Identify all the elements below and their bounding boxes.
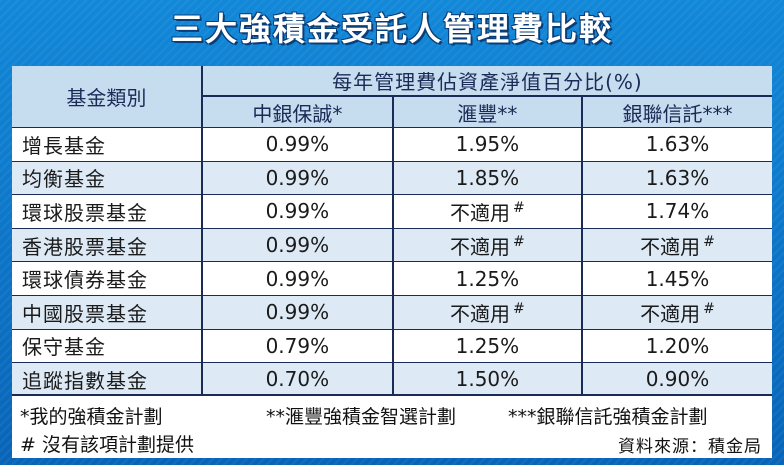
fee-value: 1.25% (455, 266, 520, 291)
fee-row: 環球股票基金 0.99% 不適用 #1.74% (12, 194, 772, 229)
fee-value: 1.20% (645, 333, 710, 358)
fee-value-cell: 0.99% (201, 160, 393, 195)
fee-value: 0.99% (265, 132, 330, 157)
fee-row: 增長基金 0.99% 1.95% 1.63% (12, 127, 772, 162)
fee-value: 不適用 (450, 234, 511, 259)
fee-group-header: 每年管理費佔資產淨值百分比(%) (201, 66, 772, 97)
fee-value: 0.99% (265, 266, 330, 291)
fee-value: 不適用 (450, 200, 511, 225)
fee-value-cell: 不適用 # (391, 194, 583, 229)
fee-row: 保守基金 0.79% 1.25% 1.20% (12, 328, 772, 363)
fund-category-cell: 保守基金 (12, 328, 203, 363)
footnote-row: # 沒有該項計劃提供 資料來源：積金局 (20, 430, 764, 457)
fee-row: 中國股票基金 0.99% 不適用 # 不適用 # (12, 294, 772, 330)
fee-value-cell: 1.63% (581, 127, 772, 162)
not-applicable-mark: # (703, 233, 715, 250)
not-applicable-mark: # (513, 233, 525, 250)
fee-value: 1.95% (455, 132, 520, 157)
not-applicable-mark: # (513, 301, 525, 318)
footnotes: *我的強積金計劃 **滙豐強積金智選計劃 ***銀聯信託強積金計劃 # 沒有該項… (12, 394, 772, 458)
fee-value: 0.99% (265, 300, 330, 325)
fund-category-cell: 中國股票基金 (12, 294, 203, 330)
category-column-header: 基金類別 (12, 66, 203, 128)
fee-value: 1.85% (455, 165, 520, 190)
fee-value-cell: 不適用 # (581, 294, 772, 330)
fee-value: 1.45% (645, 266, 710, 291)
fee-value-cell: 0.90% (581, 362, 772, 396)
fee-value: 1.50% (455, 367, 520, 392)
fee-value-cell: 0.99% (201, 194, 393, 229)
fee-value-cell: 0.99% (201, 227, 393, 262)
fee-value-cell: 0.70% (201, 362, 393, 396)
fee-value: 0.70% (265, 367, 330, 392)
footnote-triple-asterisk: ***銀聯信託強積金計劃 (508, 406, 708, 428)
fee-value-cell: 1.50% (391, 362, 583, 396)
data-source: 資料來源：積金局 (618, 437, 762, 457)
fee-value: 0.99% (265, 233, 330, 258)
fee-value: 0.99% (265, 165, 330, 190)
fee-value-cell: 1.25% (391, 328, 583, 363)
footnote-hash: # 沒有該項計劃提供 (20, 434, 194, 456)
fee-value: 1.74% (645, 199, 710, 224)
fund-category-cell: 環球股票基金 (12, 194, 203, 229)
fund-category-cell: 均衡基金 (12, 160, 203, 195)
fund-category-cell: 增長基金 (12, 127, 203, 162)
fund-category-cell: 環球債券基金 (12, 261, 203, 296)
fee-value: 0.99% (265, 199, 330, 224)
fee-value-cell: 0.99% (201, 127, 393, 162)
fund-category-cell: 追蹤指數基金 (12, 362, 203, 396)
fee-value-cell: 1.85% (391, 160, 583, 195)
fee-value: 0.90% (645, 367, 710, 392)
fee-value: 0.79% (265, 333, 330, 358)
fee-value-cell: 1.45% (581, 261, 772, 296)
fee-value-cell: 1.63% (581, 160, 772, 195)
fee-value: 1.25% (455, 333, 520, 358)
fee-table-panel: 基金類別 每年管理費佔資產淨值百分比(%) 中銀保誠* 滙豐** 銀聯信託***… (12, 66, 772, 458)
footnote-double-asterisk: **滙豐強積金智選計劃 (266, 406, 457, 428)
fee-value: 不適用 (450, 301, 511, 326)
fee-value-cell: 1.74% (581, 194, 772, 229)
footnote-row: *我的強積金計劃 **滙豐強積金智選計劃 ***銀聯信託強積金計劃 (20, 402, 764, 428)
fee-row: 環球債券基金 0.99% 1.25% 1.45% (12, 261, 772, 296)
fee-value-cell: 0.79% (201, 328, 393, 363)
fee-comparison-table: 基金類別 每年管理費佔資產淨值百分比(%) 中銀保誠* 滙豐** 銀聯信託***… (12, 66, 772, 396)
fee-value: 不適用 (640, 234, 701, 259)
fee-value-cell: 不適用 # (391, 294, 583, 330)
infographic-title: 三大強積金受託人管理費比較 (170, 10, 613, 48)
provider-header-boci-prudential: 中銀保誠* (201, 96, 393, 128)
fee-value: 1.63% (645, 132, 710, 157)
fund-category-cell: 香港股票基金 (12, 227, 203, 262)
not-applicable-mark: # (703, 301, 715, 318)
fee-value-cell: 不適用 # (391, 227, 583, 262)
fee-row: 香港股票基金 0.99% 不適用 # 不適用 # (12, 227, 772, 262)
footnote-single-asterisk: *我的強積金計劃 (20, 406, 163, 428)
fee-table-body: 增長基金 0.99% 1.95% 1.63% 均衡基金 0.99% 1.85% 1.63% 環球… (12, 127, 772, 396)
fee-row: 追蹤指數基金 0.70% 1.50% 0.90% (12, 362, 772, 396)
fee-row: 均衡基金 0.99% 1.85% 1.63% (12, 160, 772, 195)
provider-header-bcom: 銀聯信託*** (581, 96, 772, 128)
fee-value-cell: 0.99% (201, 294, 393, 330)
provider-header-hsbc: 滙豐** (391, 96, 583, 128)
fee-value: 不適用 (640, 301, 701, 326)
not-applicable-mark: # (513, 200, 525, 217)
fee-value-cell: 不適用 # (581, 227, 772, 262)
fee-value-cell: 1.20% (581, 328, 772, 363)
fee-value: 1.63% (645, 165, 710, 190)
fee-value-cell: 0.99% (201, 261, 393, 296)
fee-value-cell: 1.25% (391, 261, 583, 296)
fee-value-cell: 1.95% (391, 127, 583, 162)
